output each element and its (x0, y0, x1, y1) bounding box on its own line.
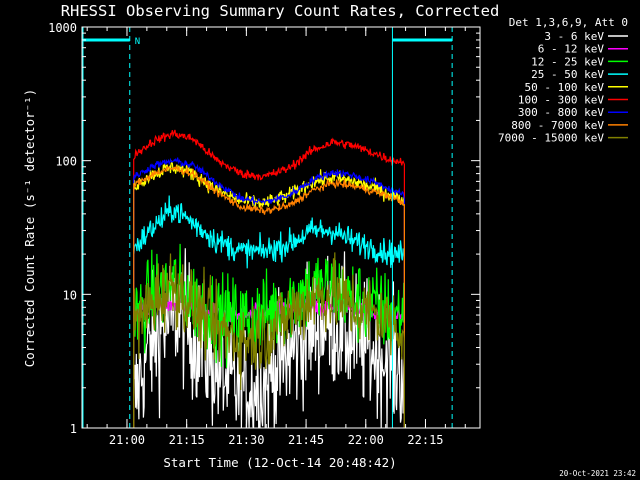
x-axis-label: Start Time (12-Oct-14 20:48:42) (163, 455, 396, 470)
legend-title: Det 1,3,6,9, Att 0 (509, 16, 628, 29)
legend-entry-label: 6 - 12 keV (538, 43, 605, 56)
legend-entry-label: 25 - 50 keV (531, 68, 604, 81)
y-tick-label: 1000 (48, 21, 77, 35)
series-line-3 (133, 195, 405, 428)
legend-entry-label: 300 - 800 keV (518, 106, 604, 119)
x-tick-label: 21:15 (169, 433, 205, 447)
legend-entry-label: 50 - 100 keV (525, 81, 605, 94)
legend-entry-label: 3 - 6 keV (544, 30, 604, 43)
night-marker-label: N (135, 37, 140, 47)
chart-title: RHESSI Observing Summary Count Rates, Co… (61, 2, 500, 20)
plot-area: N 1 10 100 1000 21:00 21:15 21:30 21:45 22:00 22:1… (48, 21, 481, 447)
y-tick-label: 10 (63, 288, 77, 302)
legend-entry-label: 12 - 25 keV (531, 55, 604, 68)
series-line-6 (133, 157, 405, 428)
footer-date: 20-Oct-2021 23:42 (559, 469, 636, 478)
y-tick-label: 100 (55, 155, 77, 169)
y-axis-label: Corrected Count Rate (s⁻¹ detector⁻¹) (22, 89, 37, 367)
x-tick-label: 22:15 (407, 433, 443, 447)
x-tick-label: 21:45 (288, 433, 324, 447)
legend-entry-label: 800 - 7000 keV (511, 119, 604, 132)
series-line-8 (133, 252, 405, 428)
plot-frame (81, 26, 481, 429)
x-tick-label: 21:30 (228, 433, 264, 447)
y-tick-label: 1 (70, 422, 77, 436)
x-tick-label: 22:00 (348, 433, 384, 447)
series-line-7 (133, 164, 405, 428)
legend-entry-label: 100 - 300 keV (518, 94, 604, 107)
legend-entry-label: 7000 - 15000 keV (498, 132, 604, 145)
x-tick-label: 21:00 (109, 433, 145, 447)
series-line-5 (133, 129, 405, 428)
